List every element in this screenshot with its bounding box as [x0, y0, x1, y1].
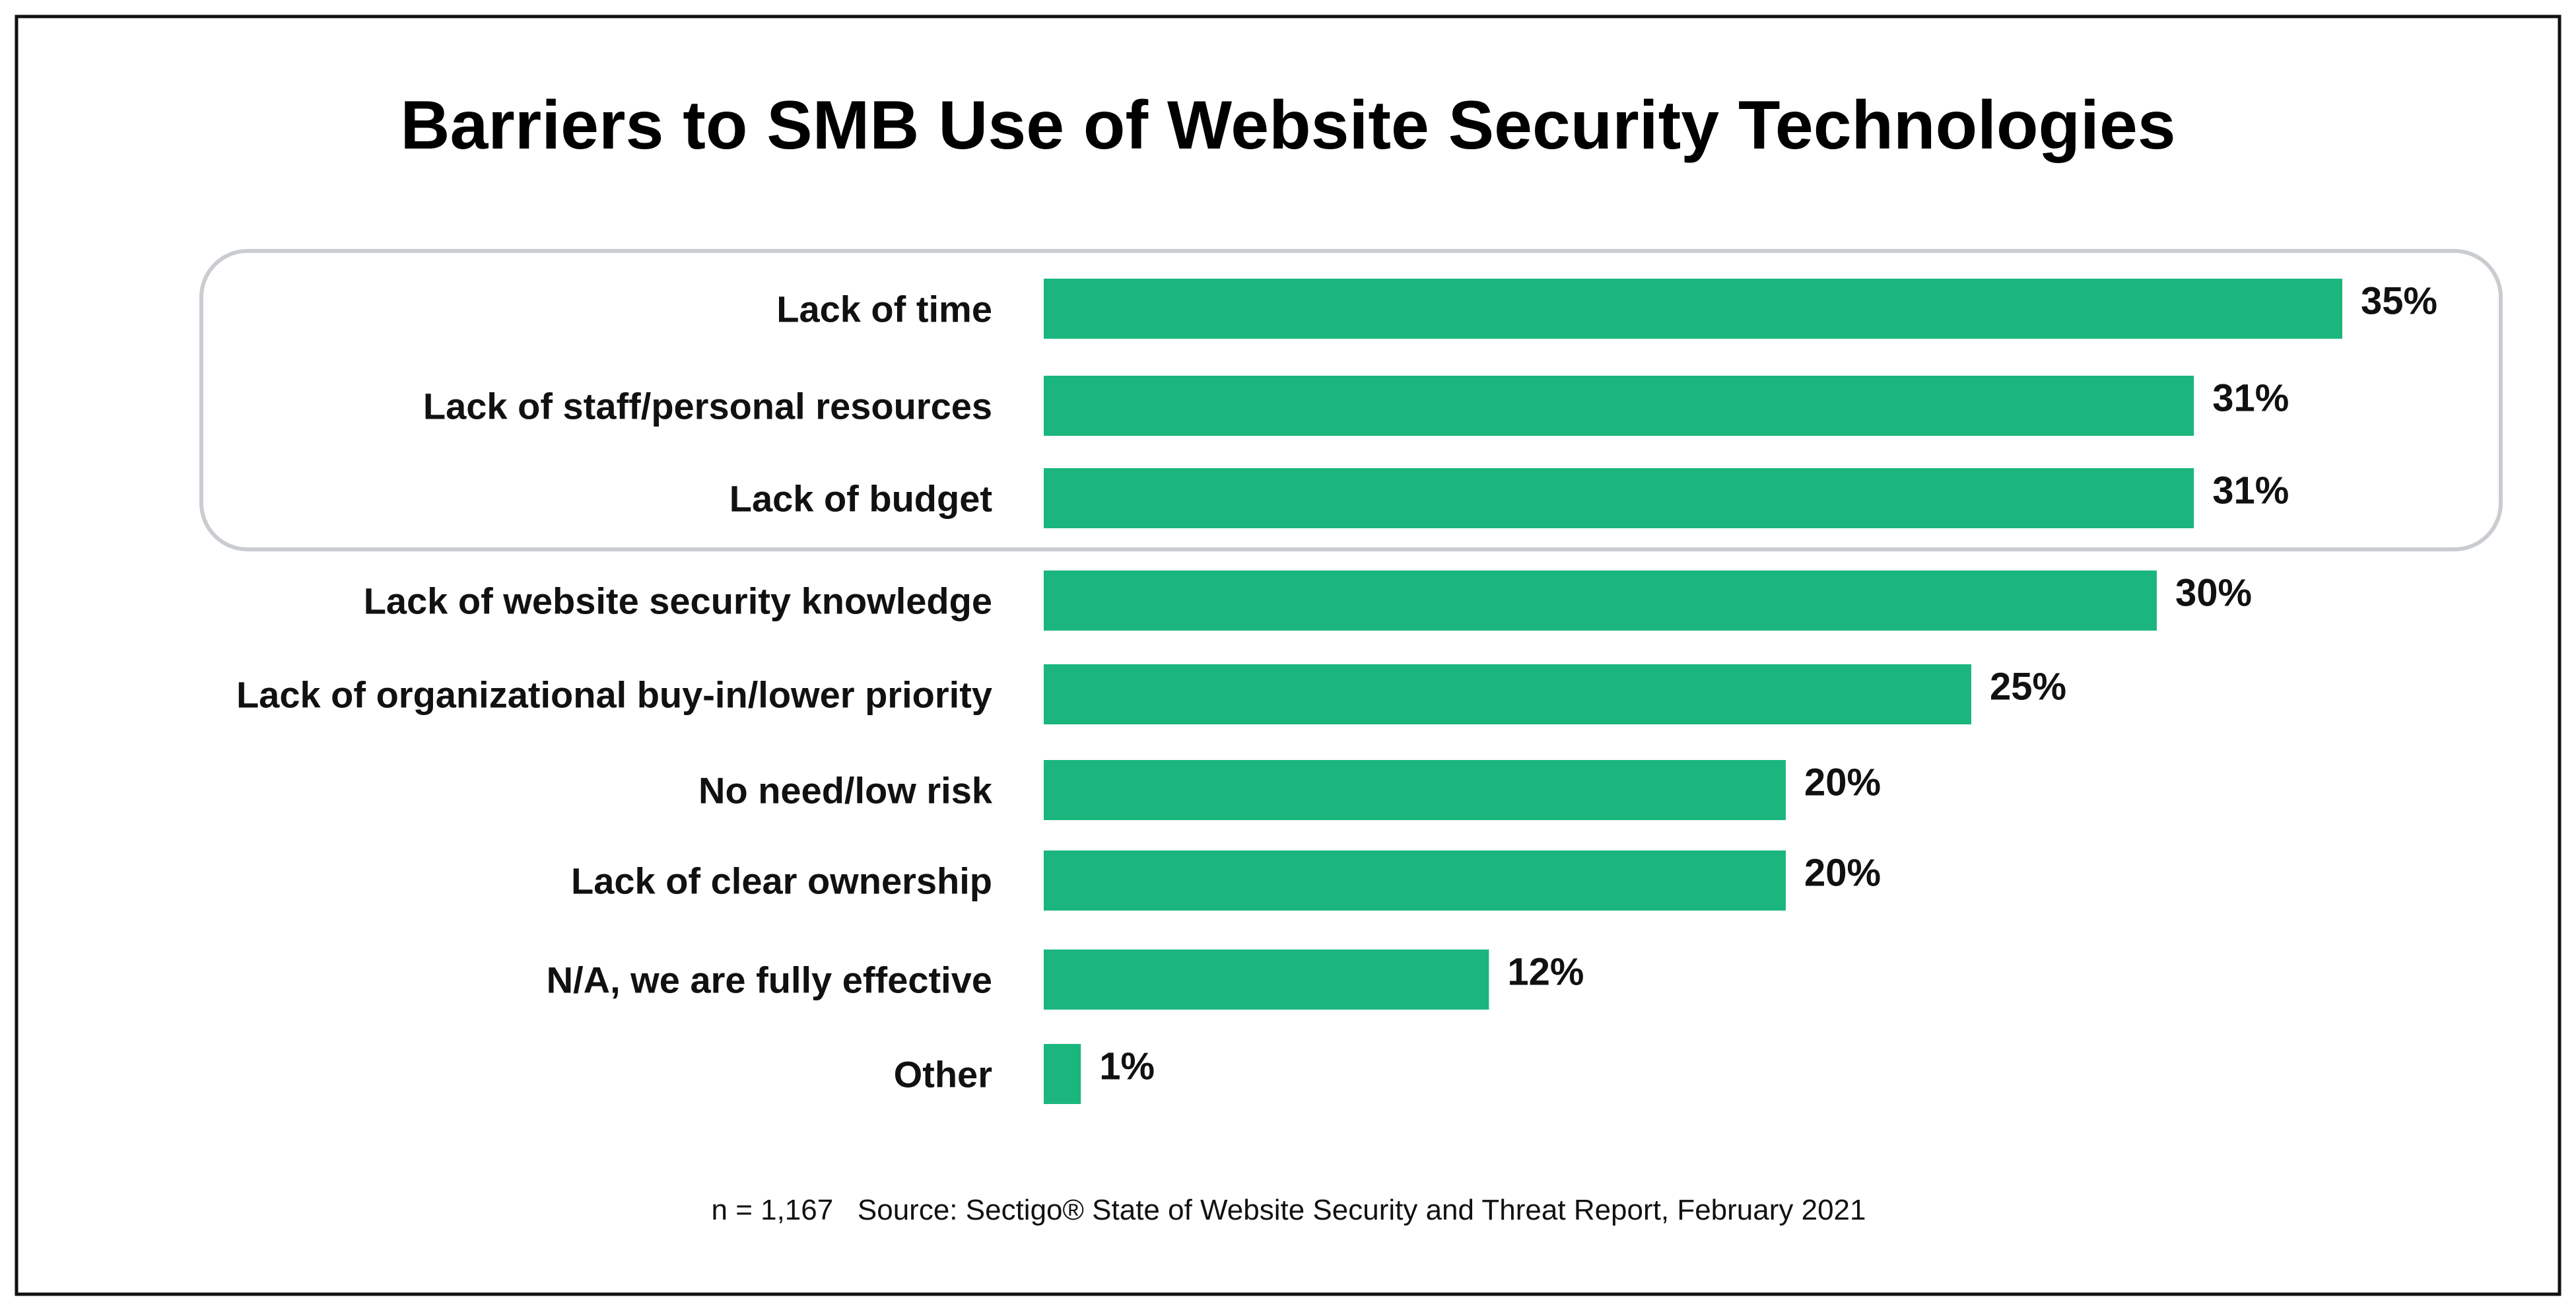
bar-4	[1044, 664, 1971, 724]
category-label: Lack of staff/personal resources	[423, 386, 992, 427]
chart-frame	[15, 15, 2561, 1296]
category-label: Lack of clear ownership	[571, 860, 992, 902]
value-label: 30%	[2175, 572, 2252, 615]
bar-6	[1044, 850, 1786, 911]
bar-3	[1044, 571, 2157, 631]
bar-5	[1044, 760, 1786, 820]
bars-group: Lack of time 35% Lack of staff/personal re…	[236, 279, 2437, 1104]
value-label: 31%	[2212, 377, 2289, 420]
category-label: Lack of website security knowledge	[364, 580, 992, 622]
bar-7	[1044, 950, 1489, 1010]
chart-title: Barriers to SMB Use of Website Security …	[400, 87, 2175, 164]
bar-2	[1044, 468, 2194, 528]
bar-1	[1044, 376, 2194, 436]
category-label: Other	[894, 1054, 992, 1095]
chart-footer-source: n = 1,167 Source: Sectigo® State of Webs…	[712, 1194, 1866, 1226]
highlight-box	[199, 249, 2503, 551]
category-label: Lack of organizational buy-in/lower prio…	[236, 674, 992, 716]
value-label: 20%	[1804, 761, 1881, 804]
category-label: Lack of budget	[729, 478, 992, 520]
bar-0	[1044, 279, 2342, 339]
value-label: 12%	[1507, 951, 1584, 994]
value-label: 31%	[2212, 469, 2289, 512]
category-label: Lack of time	[776, 289, 992, 330]
bar-8	[1044, 1044, 1081, 1104]
value-label: 35%	[2361, 280, 2437, 323]
value-label: 25%	[1990, 666, 2066, 709]
category-label: N/A, we are fully effective	[547, 959, 992, 1001]
value-label: 20%	[1804, 852, 1881, 895]
value-label: 1%	[1099, 1045, 1155, 1088]
category-label: No need/low risk	[698, 770, 993, 812]
